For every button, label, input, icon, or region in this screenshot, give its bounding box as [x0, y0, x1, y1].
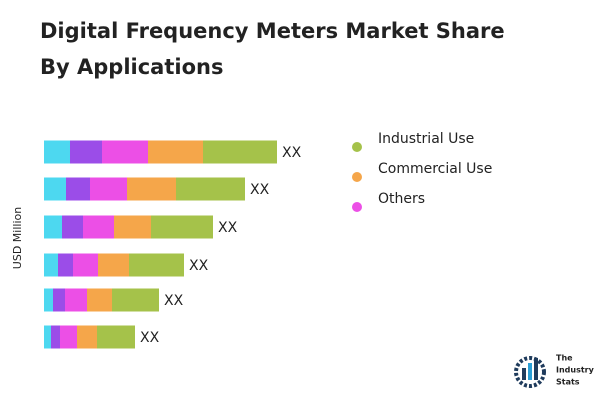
bar-segment — [73, 253, 98, 277]
legend-marker — [352, 172, 362, 182]
bar-segment — [66, 177, 90, 201]
bar-segment — [98, 253, 129, 277]
legend-label: Industrial Use — [378, 131, 474, 147]
bar-segment — [44, 177, 66, 201]
bar-segment — [90, 177, 127, 201]
bar-segment — [44, 288, 53, 312]
logo-bar — [522, 368, 526, 380]
brand-text: Industry — [556, 366, 595, 375]
bar-segment — [87, 288, 112, 312]
legend-label: Others — [378, 191, 425, 207]
bar-segment — [97, 325, 135, 349]
value-label: XX — [282, 145, 302, 161]
bar-segment — [127, 177, 176, 201]
bar-segment — [77, 325, 97, 349]
legend-marker — [352, 202, 362, 212]
logo-gear — [514, 356, 546, 388]
bar-segment — [148, 140, 203, 164]
bar-segment — [112, 288, 159, 312]
value-label: XX — [218, 220, 238, 236]
bar-segment — [114, 215, 151, 239]
bar-segment — [102, 140, 148, 164]
chart-title: Digital Frequency Meters Market Share — [40, 19, 505, 43]
bar-segment — [58, 253, 73, 277]
brand-text: Stats — [556, 378, 580, 387]
bar-segment — [62, 215, 83, 239]
bar-segment — [176, 177, 245, 201]
bar-segment — [60, 325, 77, 349]
legend-marker — [352, 142, 362, 152]
bar-segment — [129, 253, 184, 277]
bar-segment — [83, 215, 114, 239]
legend-label: Commercial Use — [378, 161, 492, 177]
bar-segment — [51, 325, 60, 349]
bar-segment — [65, 288, 87, 312]
brand-text: The — [556, 354, 573, 363]
bar-segment — [203, 140, 277, 164]
value-label: XX — [250, 182, 270, 198]
bar-segment — [53, 288, 65, 312]
bar-segment — [44, 253, 58, 277]
bar-segment — [70, 140, 102, 164]
bar-segment — [44, 215, 62, 239]
logo-bar — [534, 358, 538, 380]
bar-segment — [151, 215, 213, 239]
bar-segment — [44, 140, 70, 164]
chart-title: By Applications — [40, 55, 223, 79]
value-label: XX — [164, 293, 184, 309]
logo — [514, 356, 546, 388]
bar-segment — [44, 325, 51, 349]
value-label: XX — [189, 258, 209, 274]
value-label: XX — [140, 330, 160, 346]
logo-bar — [528, 363, 532, 380]
y-axis-label: USD Million — [11, 207, 24, 269]
